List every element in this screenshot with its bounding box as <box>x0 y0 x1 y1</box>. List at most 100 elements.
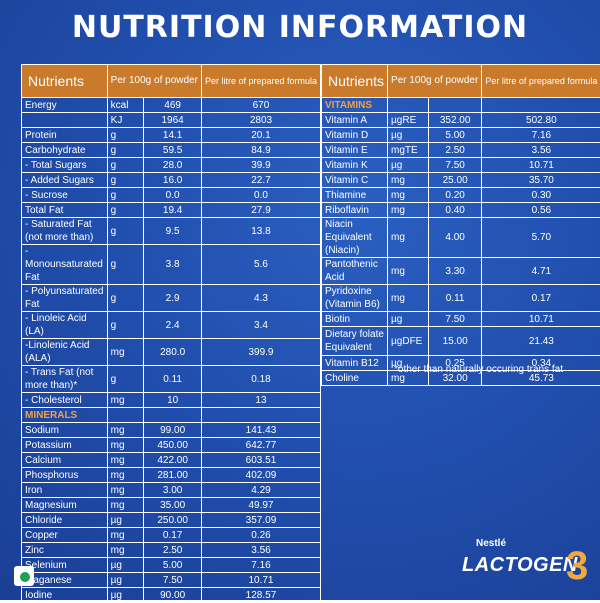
value-per-litre: 27.9 <box>201 203 320 218</box>
value-per-litre: 0.56 <box>482 203 600 218</box>
nutrient-name: Thiamine <box>322 188 388 203</box>
value-per-litre: 3.56 <box>482 143 600 158</box>
value-per-100g: 7.50 <box>144 573 202 588</box>
unit: mg <box>107 339 144 366</box>
nutrient-name: Phosphorus <box>22 468 108 483</box>
value-per-100g: 0.40 <box>428 203 481 218</box>
value-per-100g: 0.11 <box>144 366 202 393</box>
value-per-litre: 402.09 <box>201 468 320 483</box>
nutrient-name: - Total Sugars <box>22 158 108 173</box>
value-per-100g: 280.0 <box>144 339 202 366</box>
unit: g <box>107 173 144 188</box>
value-per-100g: 99.00 <box>144 423 202 438</box>
value-per-100g: 0.11 <box>428 285 481 312</box>
section-row: VITAMINS <box>322 98 600 113</box>
table-header-row: Nutrients Per 100g of powder Per litre o… <box>322 65 600 98</box>
unit: mg <box>388 285 429 312</box>
value-per-100g: 5.00 <box>144 558 202 573</box>
value-per-litre: 22.7 <box>201 173 320 188</box>
nutrient-name: Magnesium <box>22 498 108 513</box>
unit: g <box>107 143 144 158</box>
value-per-litre: 670 <box>201 98 320 113</box>
value-per-litre: 141.43 <box>201 423 320 438</box>
value-per-litre: 0.17 <box>482 285 600 312</box>
unit: mg <box>107 468 144 483</box>
unit: mg <box>107 453 144 468</box>
nutrient-name: Potassium <box>22 438 108 453</box>
value-per-litre: 35.70 <box>482 173 600 188</box>
nutrient-name: Vitamin B12 <box>322 356 388 371</box>
unit: mg <box>388 173 429 188</box>
nutrient-name: Protein <box>22 128 108 143</box>
product-logo: LACTOGEN <box>462 554 578 577</box>
unit: g <box>107 312 144 339</box>
value-per-litre: 0.0 <box>201 188 320 203</box>
value-per-litre: 399.9 <box>201 339 320 366</box>
value-per-litre: 642.77 <box>201 438 320 453</box>
unit: µg <box>107 558 144 573</box>
value-per-litre: 39.9 <box>201 158 320 173</box>
nutrient-name: Vitamin A <box>322 113 388 128</box>
value-per-100g: 4.00 <box>428 218 481 258</box>
value-per-litre: 20.1 <box>201 128 320 143</box>
value-per-litre: 10.71 <box>201 573 320 588</box>
value-per-100g: 25.00 <box>428 173 481 188</box>
unit: mgTE <box>388 143 429 158</box>
value-per-100g: 59.5 <box>144 143 202 158</box>
value-per-100g: 5.00 <box>428 128 481 143</box>
nutrient-name: Carbohydrate <box>22 143 108 158</box>
nutrient-name: Choline <box>322 371 388 386</box>
unit: µg <box>107 588 144 603</box>
nutrient-name: Selenium <box>22 558 108 573</box>
section-row: MINERALS <box>22 408 321 423</box>
value-per-100g: 281.00 <box>144 468 202 483</box>
header-per-100g: Per 100g of powder <box>107 65 201 98</box>
nutrient-name: - Monounsaturated Fat <box>22 245 108 285</box>
value-per-100g: 0.0 <box>144 188 202 203</box>
unit: µg <box>388 158 429 173</box>
value-per-litre: 10.71 <box>482 312 600 327</box>
nutrient-name: - Saturated Fat (not more than) <box>22 218 108 245</box>
value-per-litre: 13.8 <box>201 218 320 245</box>
nutrient-name: Pantothenic Acid <box>322 258 388 285</box>
footnote: *other than naturally occuring trans fat <box>394 364 563 375</box>
value-per-litre: 0.30 <box>482 188 600 203</box>
value-per-100g: 3.8 <box>144 245 202 285</box>
value-per-100g: 9.5 <box>144 218 202 245</box>
value-per-100g: 7.50 <box>428 158 481 173</box>
value-per-litre: 128.57 <box>201 588 320 603</box>
empty-cell <box>482 98 600 113</box>
value-per-100g: 35.00 <box>144 498 202 513</box>
nutrients-table-left: Nutrients Per 100g of powder Per litre o… <box>21 64 321 603</box>
nutrient-name: Vitamin D <box>322 128 388 143</box>
value-per-litre: 13 <box>201 393 320 408</box>
section-vitamins: VITAMINS <box>322 98 388 113</box>
empty-cell <box>107 408 144 423</box>
value-per-100g: 14.1 <box>144 128 202 143</box>
page-title: NUTRITION INFORMATION <box>0 10 600 45</box>
nutrient-name: - Cholesterol <box>22 393 108 408</box>
value-per-litre: 603.51 <box>201 453 320 468</box>
nutrient-name: - Polyunsaturated Fat <box>22 285 108 312</box>
nutrient-name: Niacin Equivalent (Niacin) <box>322 218 388 258</box>
